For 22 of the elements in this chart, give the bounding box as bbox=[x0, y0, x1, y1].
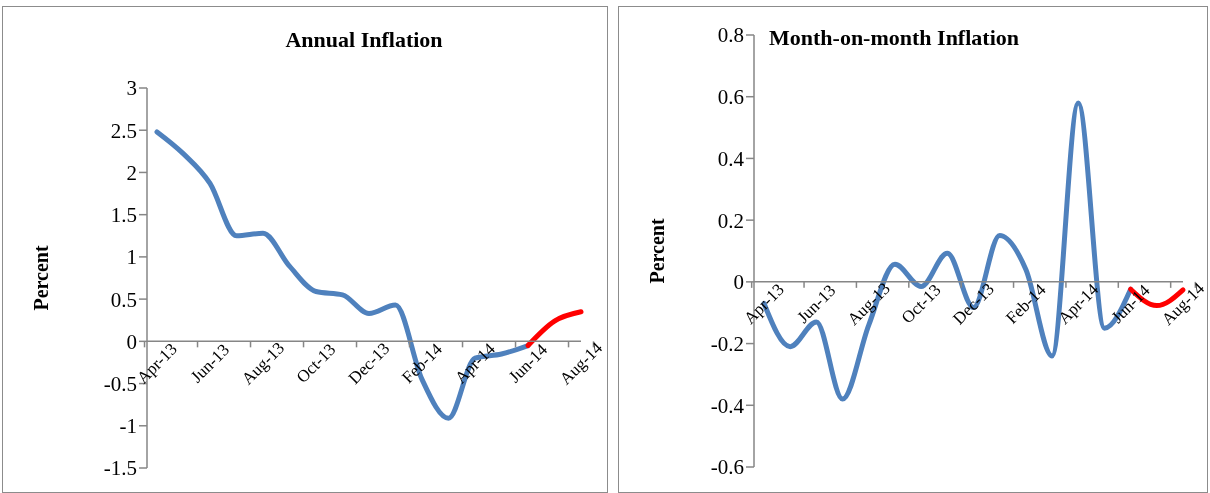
y-tick-label: -0.2 bbox=[710, 332, 744, 357]
y-tick-label: 2.5 bbox=[110, 118, 137, 143]
y-axis-title: Percent bbox=[646, 218, 669, 284]
chart-title: Month-on-month Inflation bbox=[769, 25, 1020, 51]
y-tick-label: 0 bbox=[126, 329, 137, 354]
y-tick-label: 0.8 bbox=[717, 23, 744, 48]
y-tick-label: -0.5 bbox=[103, 372, 137, 397]
y-tick-label: -1 bbox=[119, 414, 137, 439]
y-tick-label: 0.6 bbox=[717, 85, 744, 110]
y-tick-label: 1 bbox=[126, 245, 137, 270]
y-tick-label: 3 bbox=[126, 76, 137, 101]
y-tick-label: 0 bbox=[733, 270, 744, 295]
y-tick-label: -0.6 bbox=[710, 455, 744, 480]
y-axis-title: Percent bbox=[30, 245, 53, 311]
y-tick-label: -1.5 bbox=[103, 456, 137, 481]
y-tick-label: 1.5 bbox=[110, 203, 137, 228]
chart-title: Annual Inflation bbox=[284, 27, 444, 53]
y-tick-label: -0.4 bbox=[710, 393, 745, 418]
y-tick-label: 2 bbox=[126, 160, 137, 185]
y-tick-label: 0.5 bbox=[110, 287, 137, 312]
y-tick-label: 0.4 bbox=[717, 146, 745, 171]
y-tick-label: 0.2 bbox=[717, 208, 744, 233]
